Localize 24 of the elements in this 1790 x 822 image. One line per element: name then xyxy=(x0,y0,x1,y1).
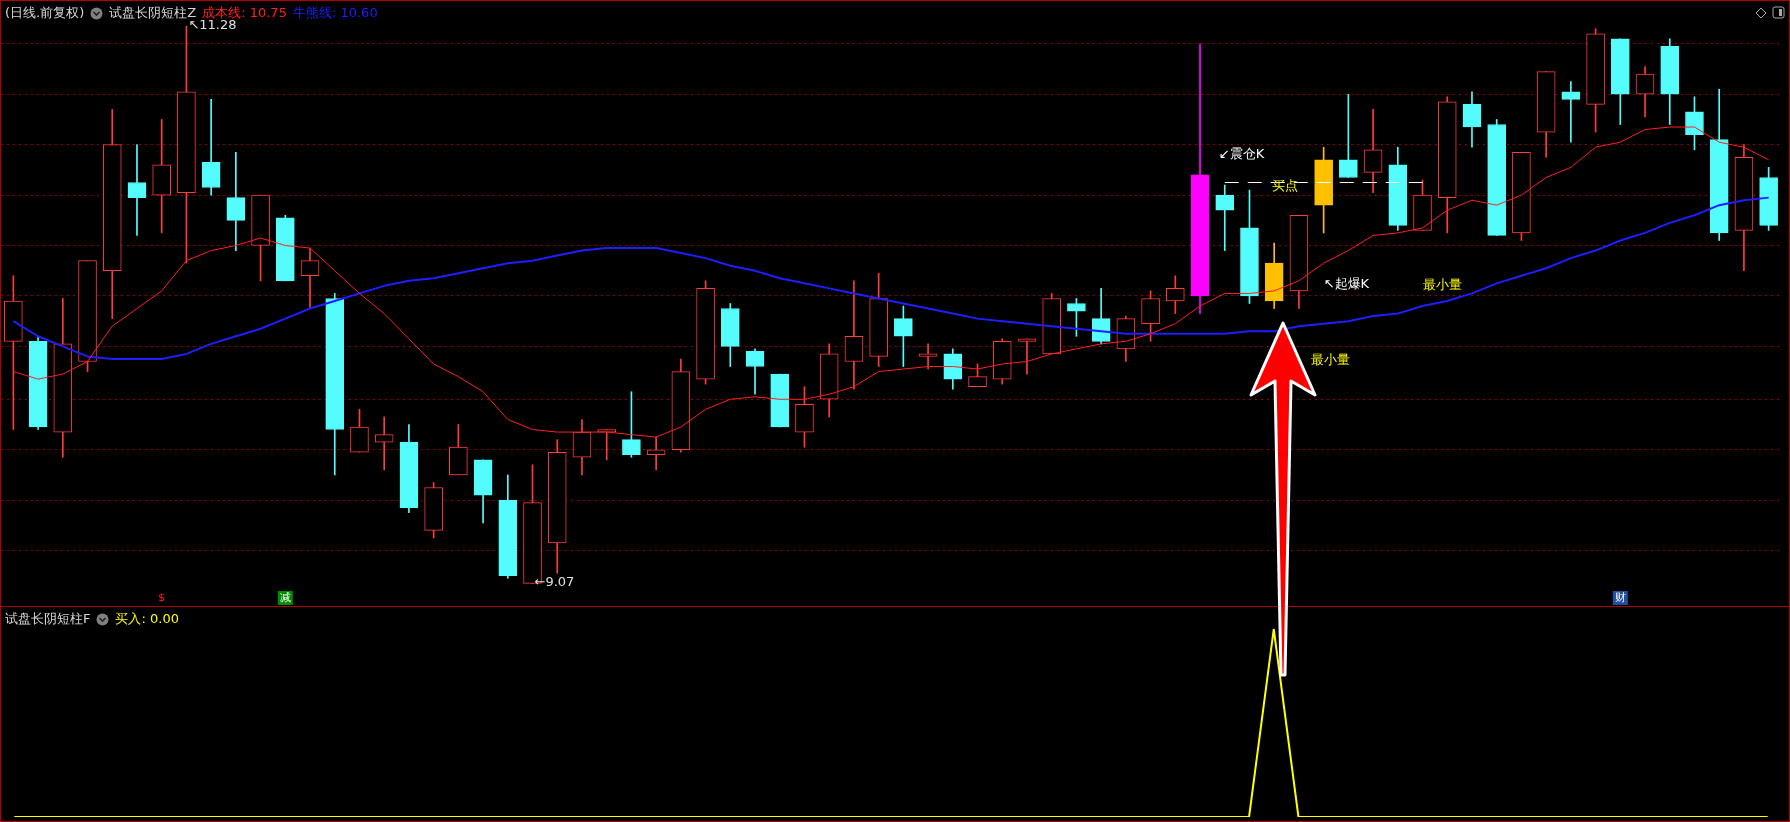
annotation: ←9.07 xyxy=(534,574,575,590)
annotation: ↖11.28 xyxy=(188,17,237,33)
candlestick xyxy=(374,416,394,471)
chart-subtitle: 试盘长阴短柱Z xyxy=(109,4,197,20)
text: 牛熊线: 10.60 xyxy=(292,4,378,22)
chart-title: (日线.前复权) xyxy=(5,4,85,22)
candlestick xyxy=(1017,338,1037,375)
text: 成本线: 10.75 xyxy=(202,4,287,20)
candlestick xyxy=(1215,184,1235,251)
candlestick xyxy=(127,144,147,236)
annotation: 减 xyxy=(279,590,291,604)
annotation: 最小量 xyxy=(1422,277,1462,293)
annotation: ↖起爆K xyxy=(1323,276,1370,292)
chart-title: 试盘长阴短柱F xyxy=(5,610,91,628)
annotation: 最小量 xyxy=(1310,352,1350,368)
candlestick xyxy=(226,151,246,251)
candlestick xyxy=(646,436,666,471)
text: 买入: 0.00 xyxy=(115,610,179,628)
candlestick xyxy=(844,280,864,390)
annotation: $ xyxy=(158,590,166,604)
annotation: 买点 xyxy=(1272,178,1299,194)
annotation: ↙震仓K xyxy=(1218,146,1265,162)
candlestick xyxy=(1561,81,1581,143)
annotation: 财 xyxy=(1614,590,1626,604)
